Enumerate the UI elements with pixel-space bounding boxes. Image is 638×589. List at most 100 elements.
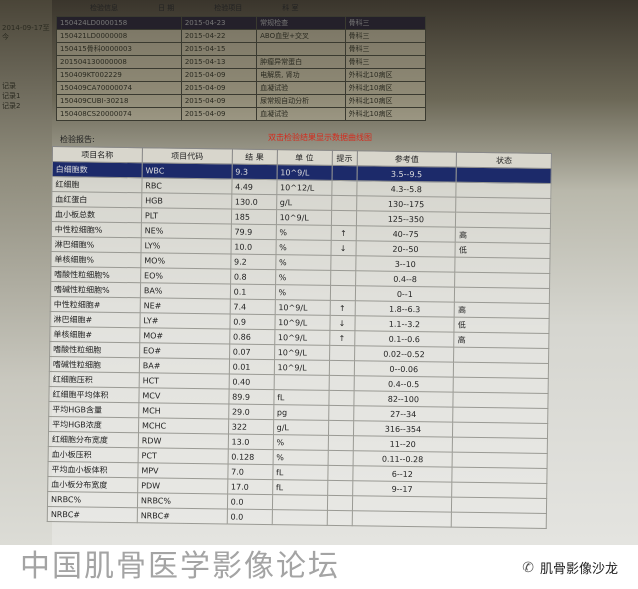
table-cell bbox=[453, 392, 549, 409]
table-cell bbox=[454, 287, 550, 304]
record-cell: 150421LD0000008 bbox=[56, 29, 182, 43]
record-cell: 骨科三 bbox=[344, 16, 427, 30]
table-cell bbox=[329, 345, 355, 361]
record-cell: 2015-04-09 bbox=[180, 107, 258, 121]
table-cell bbox=[351, 495, 452, 513]
footer bbox=[0, 545, 638, 589]
table-cell: 血红蛋白 bbox=[51, 191, 142, 208]
column-header[interactable]: 项目名称 bbox=[52, 146, 143, 163]
table-cell bbox=[330, 270, 356, 286]
table-cell: 7.4 bbox=[229, 299, 275, 315]
record-row[interactable]: 150421LD0000008 2015-04-22 ABO血型+交叉 骨科三 bbox=[56, 29, 427, 43]
table-cell bbox=[272, 494, 328, 511]
table-cell: % bbox=[275, 269, 331, 286]
table-cell: 高 bbox=[454, 302, 550, 319]
record-cell: 2015-04-09 bbox=[180, 94, 258, 108]
watermark-char: 国 bbox=[52, 549, 82, 584]
top-tab[interactable]: 检验项目 bbox=[214, 4, 243, 12]
table-cell: fL bbox=[272, 479, 328, 496]
table-cell: 0.07 bbox=[229, 343, 275, 360]
watermark-char: 学 bbox=[180, 549, 210, 584]
table-cell: 平均HGB浓度 bbox=[48, 416, 139, 433]
table-cell: 高 bbox=[455, 227, 551, 244]
table-cell: 平均血小板体积 bbox=[47, 461, 138, 478]
left-panel-item[interactable]: 记录 bbox=[2, 82, 16, 90]
record-cell: 150409CA70000074 bbox=[56, 81, 182, 95]
table-cell: % bbox=[275, 239, 331, 256]
table-cell bbox=[331, 180, 357, 196]
results-table: 项目名称 项目代码结 果单 位提示 参考值 状态 白细胞数 WBC 9.3 10^9/L 3.5… bbox=[47, 146, 552, 529]
table-cell bbox=[453, 362, 549, 379]
table-cell bbox=[328, 420, 354, 436]
table-cell: 20--50 bbox=[355, 240, 456, 258]
table-cell bbox=[328, 390, 354, 406]
table-cell: 13.0 bbox=[227, 433, 274, 450]
table-cell bbox=[327, 465, 353, 481]
record-row[interactable]: 150409CA70000074 2015-04-09 血凝试验 外科北10病区 bbox=[56, 81, 427, 95]
column-header[interactable]: 结 果 bbox=[231, 149, 278, 165]
column-header[interactable]: 单 位 bbox=[276, 149, 333, 166]
records-table: 150424LD0000158 2015-04-23 常规检查 骨科三 150421LD… bbox=[56, 16, 427, 121]
table-cell: 红细胞平均体积 bbox=[48, 386, 140, 403]
table-cell bbox=[326, 510, 352, 526]
table-cell: 3--10 bbox=[355, 255, 456, 273]
record-row[interactable]: 150415骨科0000003 2015-04-15 骨科三 bbox=[56, 42, 427, 56]
record-cell: 2015-04-23 bbox=[180, 16, 258, 30]
table-cell: 低 bbox=[455, 242, 551, 259]
record-row[interactable]: 150408CS20000074 2015-04-09 血凝试验 外科北10病区 bbox=[56, 107, 427, 121]
table-cell bbox=[273, 374, 329, 391]
table-cell: 130.0 bbox=[231, 194, 277, 210]
table-cell: 高 bbox=[454, 332, 549, 349]
watermark-char: 肌 bbox=[84, 549, 114, 584]
record-row[interactable]: 150409KT002229 2015-04-09 电解质, 肾功 外科北10病区 bbox=[56, 68, 427, 82]
table-cell: pg bbox=[273, 404, 329, 421]
record-cell: 150415骨科0000003 bbox=[56, 42, 182, 56]
table-cell: 0.0 bbox=[227, 493, 273, 510]
logo-text: 肌骨影像沙龙 bbox=[539, 562, 618, 577]
table-cell: 嗜碱性粒细胞 bbox=[49, 356, 140, 373]
column-header[interactable]: 提示 bbox=[331, 150, 357, 166]
record-cell: 150409KT002229 bbox=[56, 68, 182, 82]
column-header[interactable]: 状态 bbox=[456, 152, 552, 169]
watermark: 中国肌骨医学影像论坛 bbox=[20, 549, 338, 585]
record-cell: 外科北10病区 bbox=[344, 68, 427, 82]
left-panel-item[interactable]: 记录2 bbox=[2, 102, 21, 110]
table-cell: % bbox=[275, 224, 331, 241]
column-header[interactable]: 项目代码 bbox=[142, 147, 233, 165]
top-tab[interactable]: 科 室 bbox=[282, 4, 299, 12]
column-header[interactable]: 参考值 bbox=[356, 150, 457, 168]
record-row[interactable]: 150409CUBI-30218 2015-04-09 尿常规自动分析 外科北10病区 bbox=[56, 94, 427, 108]
table-cell: % bbox=[275, 254, 331, 271]
record-cell: 血凝试验 bbox=[256, 81, 346, 95]
record-cell bbox=[256, 42, 346, 56]
table-cell: ↓ bbox=[330, 240, 356, 256]
table-cell bbox=[455, 257, 550, 274]
table-cell bbox=[328, 405, 354, 421]
table-cell: 9.2 bbox=[230, 254, 276, 270]
table-cell: 0.40 bbox=[228, 373, 274, 390]
record-row[interactable]: 201504130000008 2015-04-13 肿瘤异常蛋白 骨科三 bbox=[56, 55, 427, 69]
record-cell: 150424LD0000158 bbox=[56, 16, 182, 30]
left-panel-item[interactable]: 2014-09-17至今 bbox=[2, 24, 50, 41]
report-label: 检验报告: bbox=[60, 135, 95, 144]
table-cell: ↑ bbox=[329, 300, 355, 316]
table-cell: 0.1 bbox=[230, 284, 276, 300]
table-cell: EO% bbox=[140, 267, 231, 285]
table-cell: 1.8--6.3 bbox=[354, 300, 455, 318]
top-tab[interactable]: 日 期 bbox=[158, 4, 175, 12]
table-cell: 中性粒细胞% bbox=[51, 221, 142, 238]
record-row[interactable]: 150424LD0000158 2015-04-23 常规检查 骨科三 bbox=[56, 16, 427, 30]
left-panel-item[interactable]: 记录1 bbox=[2, 92, 21, 100]
table-cell: 0--1 bbox=[354, 285, 455, 303]
table-cell: 6--12 bbox=[352, 465, 453, 483]
record-cell: 骨科三 bbox=[344, 29, 427, 43]
table-cell: 单核细胞# bbox=[49, 326, 140, 343]
top-tab[interactable]: 检验信息 bbox=[90, 4, 118, 12]
table-cell bbox=[331, 195, 357, 211]
table-cell: MCH bbox=[138, 402, 229, 419]
table-cell: 血小板压积 bbox=[48, 446, 139, 463]
table-cell bbox=[452, 452, 548, 469]
table-cell: g/L bbox=[276, 194, 332, 211]
table-cell: 平均HGB含量 bbox=[48, 401, 139, 418]
watermark-char: 骨 bbox=[116, 549, 146, 584]
